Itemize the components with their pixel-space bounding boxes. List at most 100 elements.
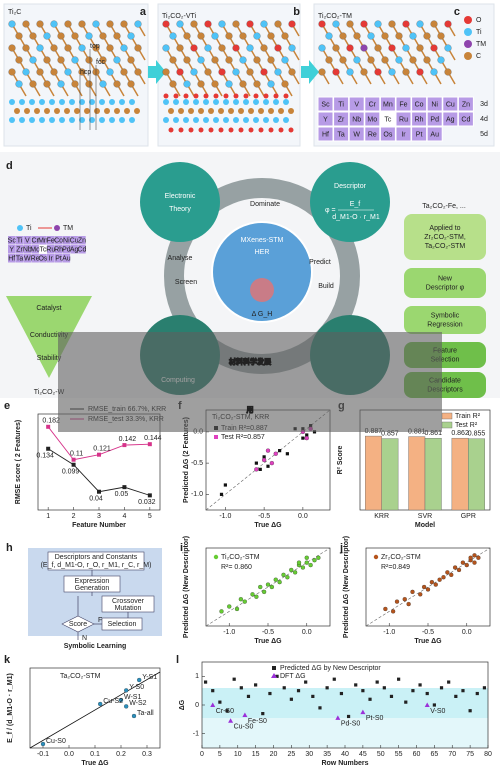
atom	[74, 108, 80, 114]
point-label: V-S0	[430, 708, 445, 715]
point	[472, 560, 477, 565]
element-cell	[333, 111, 350, 127]
node-text: Electronic	[165, 193, 196, 200]
atom	[246, 20, 254, 28]
element-cell	[47, 254, 55, 263]
node-text: Theory	[169, 206, 191, 213]
x-tick-label: 25	[287, 751, 295, 758]
x-axis-label: Model	[415, 522, 435, 529]
x-axis-label: Feature Number	[72, 522, 126, 529]
element-cell	[411, 96, 428, 112]
point	[211, 689, 215, 693]
example: Ti₂CO₂-W	[34, 389, 65, 396]
point	[439, 686, 444, 690]
data-label: 0.142	[119, 436, 137, 443]
atom	[281, 80, 289, 88]
x-tick-label: -0.5	[422, 629, 434, 636]
atom	[109, 117, 115, 123]
panel-label: j	[339, 542, 343, 554]
flow-text: Selection	[108, 621, 137, 628]
atom	[84, 108, 90, 114]
atom	[248, 108, 254, 114]
y-axis-label: RMSE score ( 2 Features)	[15, 420, 22, 504]
point	[460, 560, 466, 565]
x-tick-label: 15	[252, 751, 260, 758]
step-text: Zr₂CO₂-STM,	[424, 234, 466, 241]
atom	[233, 93, 239, 99]
atom	[283, 99, 289, 105]
atom	[430, 44, 438, 52]
point	[406, 601, 411, 607]
legend-swatch	[464, 40, 472, 48]
atom	[176, 20, 184, 28]
point	[122, 485, 127, 490]
point	[281, 572, 286, 577]
element-cell	[317, 111, 334, 127]
y-tick-label: 0.0	[193, 429, 203, 436]
atom	[437, 56, 445, 64]
point	[262, 455, 266, 459]
y-axis-label: ΔG	[179, 699, 186, 710]
data-label: 0.099	[62, 469, 80, 476]
point	[305, 433, 309, 437]
x-tick-label: 50	[377, 751, 385, 758]
atom	[57, 32, 65, 40]
point	[254, 683, 258, 687]
data-label: 0.032	[138, 499, 156, 506]
x-tick-label: SVR	[418, 513, 432, 520]
x-tick-label: 0.0	[462, 629, 472, 636]
point	[258, 584, 263, 590]
atom	[39, 99, 45, 105]
atom	[124, 108, 130, 114]
point	[265, 582, 271, 587]
atom	[346, 20, 354, 28]
point	[397, 677, 401, 681]
point-label: W-S2	[129, 700, 146, 707]
atom	[374, 20, 382, 28]
legend-text: Test R²=0.857	[221, 434, 265, 441]
element-cell	[62, 245, 71, 254]
atom	[268, 127, 274, 133]
point	[234, 606, 240, 612]
data-label: 0.862	[451, 430, 469, 437]
atom	[253, 117, 259, 123]
legend-text: Test R²	[455, 422, 478, 429]
atom	[225, 32, 233, 40]
element-symbol: Au	[62, 255, 71, 262]
atom	[183, 99, 189, 105]
flow-text: (E_f, d_M1-O, r_O, r_M1, r_C, r_M)	[41, 562, 152, 569]
point	[225, 709, 229, 713]
point	[437, 577, 442, 582]
bar	[424, 438, 442, 511]
x-tick-label: -1.0	[223, 629, 235, 636]
atom	[106, 44, 114, 52]
legend-swatch	[464, 16, 472, 24]
point-label: Ta-all	[137, 710, 154, 717]
point	[46, 446, 51, 451]
atom	[22, 44, 30, 52]
atom	[36, 20, 44, 28]
element-cell	[379, 96, 396, 112]
element-symbol: Ti	[17, 237, 23, 244]
point	[71, 457, 76, 462]
flow-text: F	[98, 617, 102, 624]
point	[269, 460, 275, 466]
atom	[218, 68, 226, 76]
atom	[89, 117, 95, 123]
step-text: Candidate	[429, 377, 461, 384]
cycle-word: Analyse	[168, 255, 193, 262]
step-text: Descriptors	[427, 386, 463, 393]
bar	[451, 437, 469, 511]
atom	[176, 44, 184, 52]
atom	[278, 127, 284, 133]
point	[425, 587, 431, 592]
atom	[106, 20, 114, 28]
element-symbol: Ni	[63, 237, 70, 244]
atom	[423, 56, 431, 64]
atom	[211, 80, 219, 88]
atom	[416, 44, 424, 52]
point	[308, 562, 313, 568]
atom	[71, 56, 79, 64]
point	[454, 694, 458, 698]
point	[266, 464, 270, 468]
